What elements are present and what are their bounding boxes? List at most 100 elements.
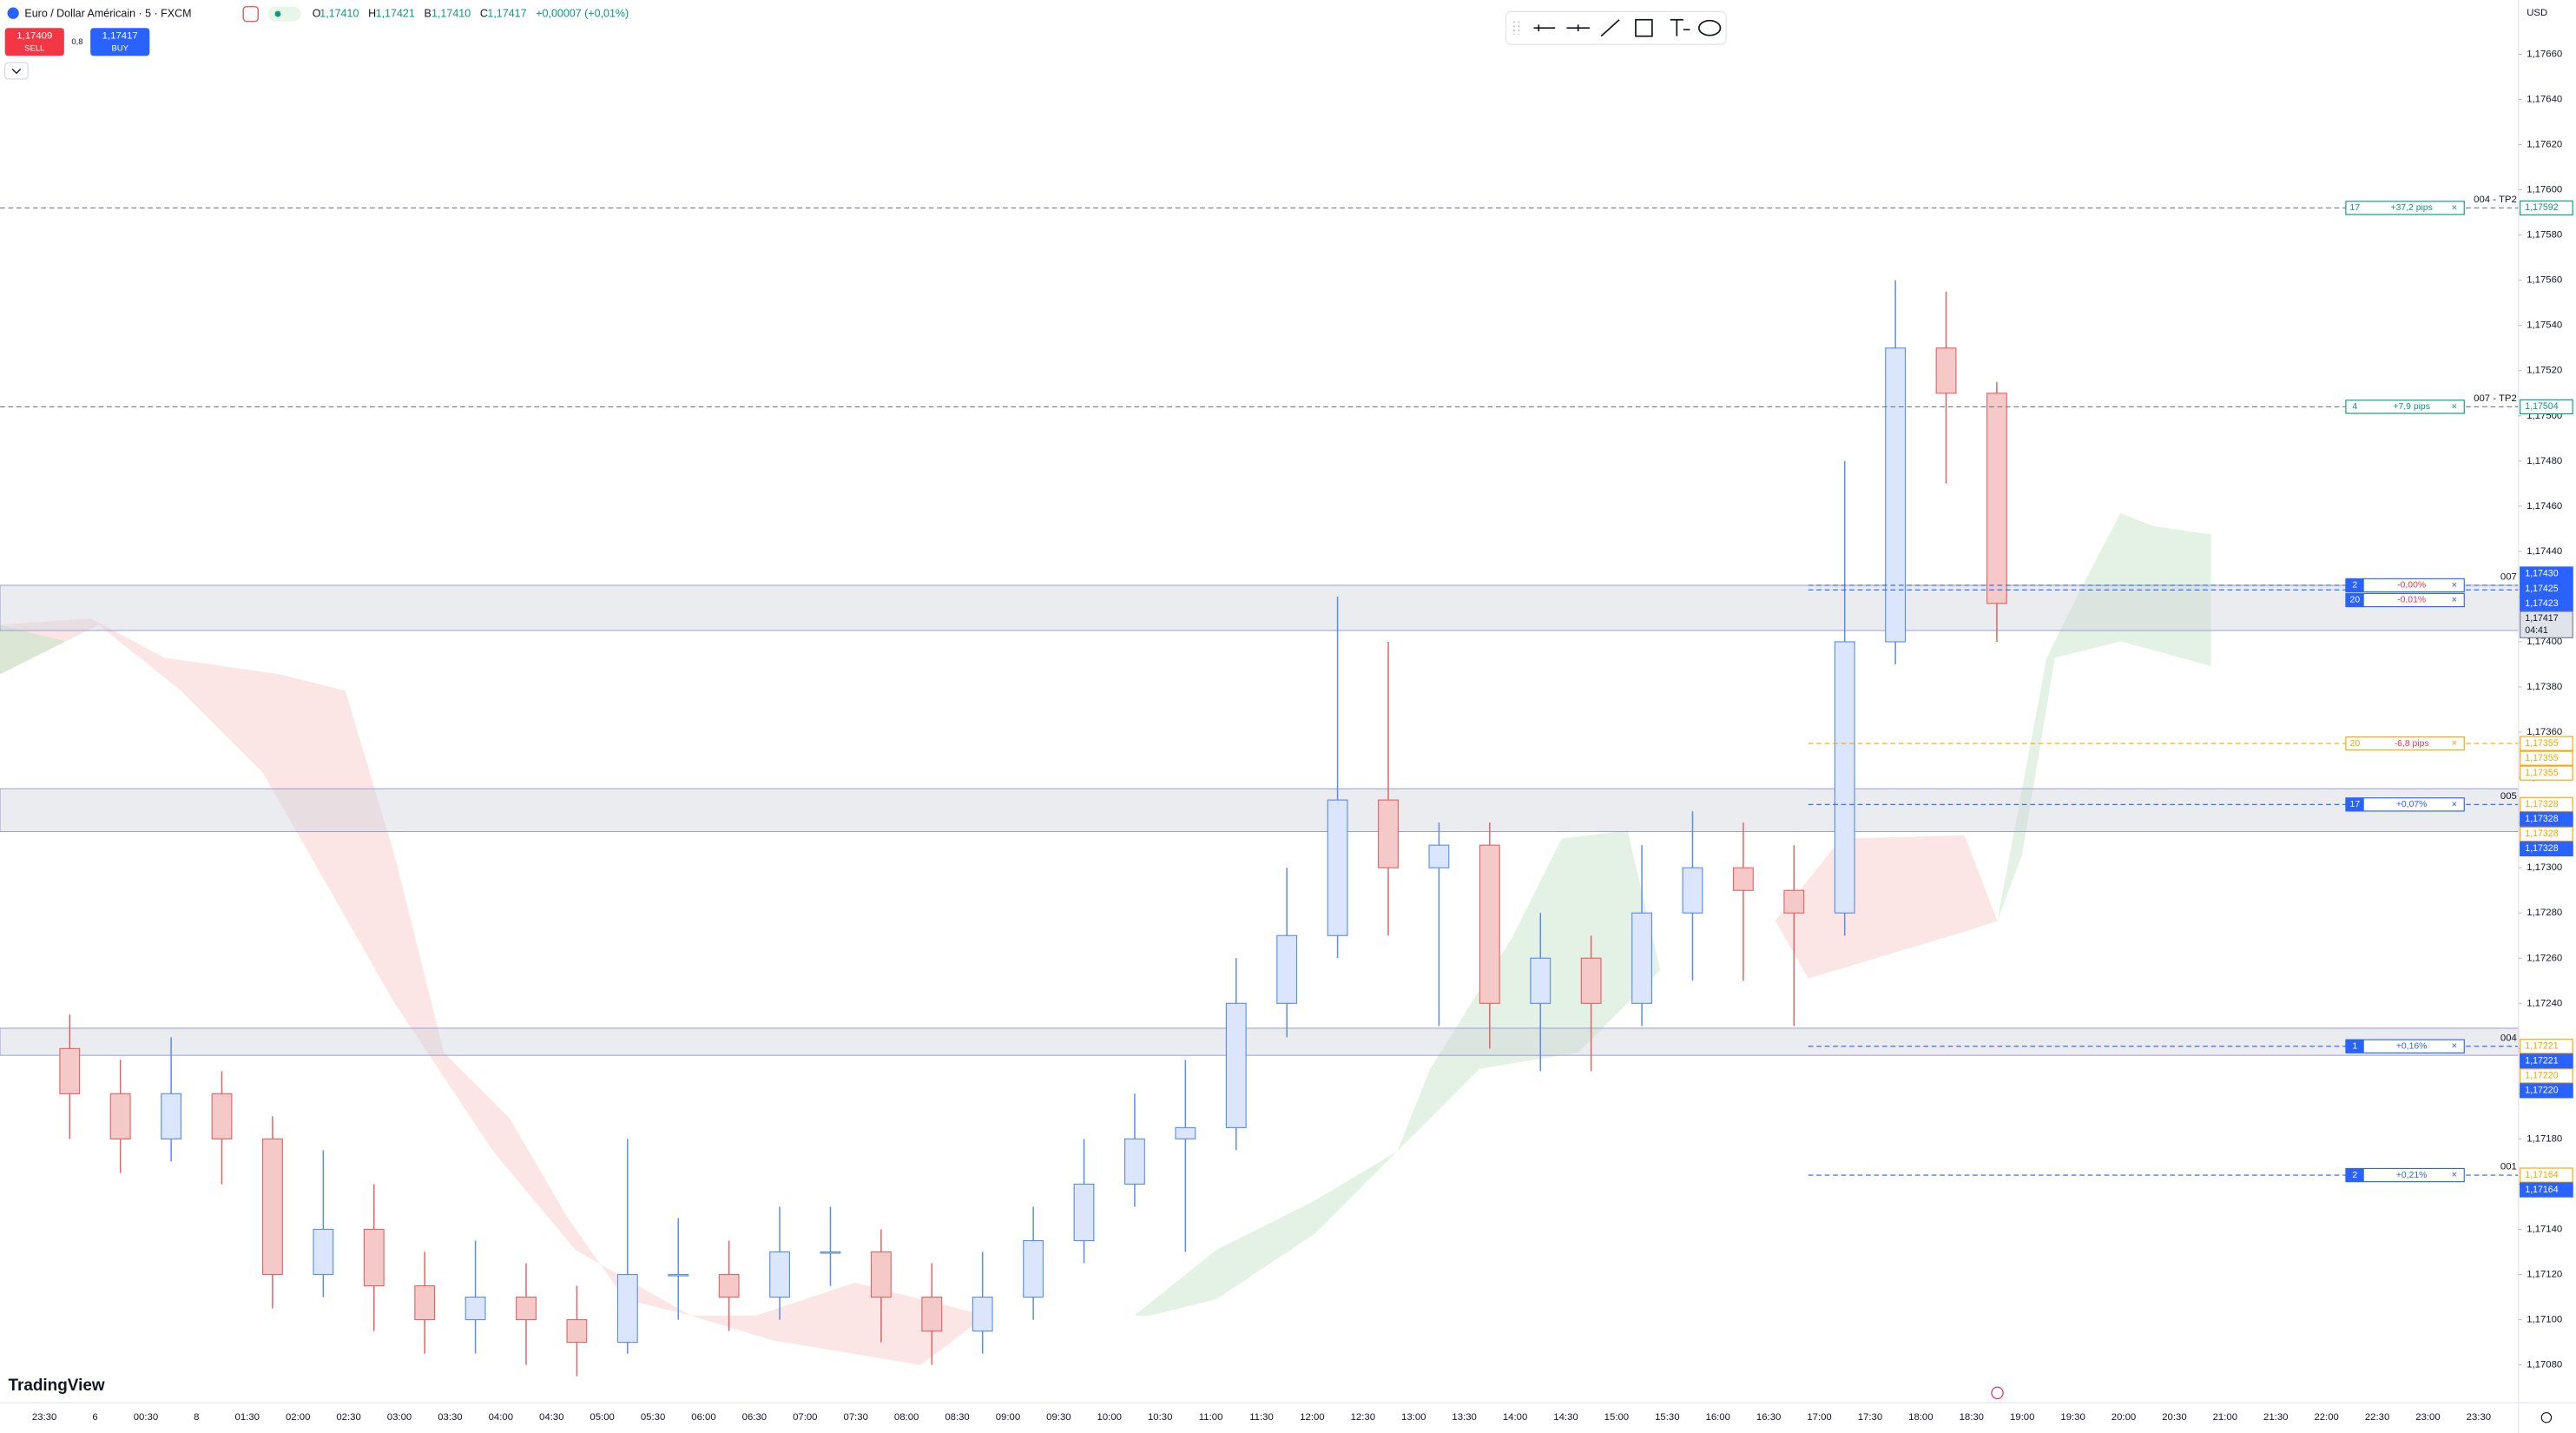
price-tag-label: 1,17355 xyxy=(2525,738,2558,749)
time-tick-label: 19:00 xyxy=(2010,1412,2034,1423)
price-tag xyxy=(2520,581,2573,597)
candle-body xyxy=(1834,641,1855,914)
candle-body xyxy=(1225,1002,1247,1128)
tool-rectangle[interactable] xyxy=(1635,18,1653,37)
candle-body xyxy=(1023,1239,1044,1298)
price-tag xyxy=(2520,611,2573,638)
order-qty: 1 xyxy=(2352,1041,2357,1051)
buy-button[interactable] xyxy=(90,28,150,56)
price-tick-label: 1,17520 xyxy=(2527,366,2562,376)
collapse-button[interactable] xyxy=(4,62,29,80)
order-box[interactable] xyxy=(2345,400,2465,414)
order-pnl: +7,9 pips xyxy=(2393,402,2430,412)
candle-body xyxy=(769,1251,790,1298)
candle-body xyxy=(1175,1126,1196,1139)
sell-price[interactable]: 1,17409 xyxy=(16,31,52,42)
ohlc-change: +0,00007 (+0,01%) xyxy=(536,7,629,19)
order-label: 004 xyxy=(2500,1033,2517,1043)
price-tag xyxy=(2520,1068,2573,1084)
order-qty: 2 xyxy=(2352,581,2357,591)
time-tick-label: 07:00 xyxy=(793,1412,817,1423)
order-close[interactable]: × xyxy=(2452,580,2458,591)
order-label: 004 - TP2 xyxy=(2474,195,2517,205)
candle-body xyxy=(921,1296,943,1332)
plot-area xyxy=(0,207,2520,1377)
order-label: 005 xyxy=(2500,791,2517,802)
candle-body xyxy=(616,1273,638,1344)
candle-body xyxy=(464,1296,486,1321)
price-tag-label: 1,17221 xyxy=(2525,1041,2558,1052)
time-tick-label: 23:00 xyxy=(2415,1412,2440,1423)
price-tag xyxy=(2520,1053,2573,1069)
currency: USD xyxy=(2527,8,2547,18)
price-tag-label: 1,17164 xyxy=(2525,1170,2558,1180)
settings-button[interactable] xyxy=(2540,1411,2553,1423)
ichimoku-cloud-bull xyxy=(1997,512,2211,921)
drawing-toolbar xyxy=(1505,10,1727,45)
time-tick-label: 23:30 xyxy=(32,1412,56,1423)
price-tick-label: 1,17620 xyxy=(2527,140,2562,150)
time-tick-label: 17:00 xyxy=(1807,1412,1831,1423)
time-tick-label: 14:00 xyxy=(1503,1412,1527,1423)
price-tag-label: 1,17221 xyxy=(2525,1056,2558,1066)
buy-price[interactable]: 1,17417 xyxy=(102,31,138,42)
order-close[interactable]: × xyxy=(2452,595,2458,605)
order-qty: 20 xyxy=(2350,739,2361,749)
event-marker[interactable] xyxy=(1991,1386,2004,1399)
order-qty: 17 xyxy=(2350,203,2361,213)
tool-text[interactable] xyxy=(1670,18,1690,36)
candle-body xyxy=(566,1319,588,1344)
candle-body xyxy=(363,1228,385,1287)
sell-label[interactable]: SELL xyxy=(24,43,44,53)
price-tick-label: 1,17580 xyxy=(2527,230,2562,241)
ohlc-key: B xyxy=(425,7,432,19)
tool-horizontal-line[interactable] xyxy=(1566,24,1590,31)
price-tag-label: 1,17355 xyxy=(2525,753,2558,763)
candle-body xyxy=(1428,844,1450,868)
time-tick-label: 04:00 xyxy=(489,1412,513,1423)
order-close[interactable]: × xyxy=(2452,401,2458,412)
price-tag xyxy=(2520,736,2573,751)
time-tick-label: 23:30 xyxy=(2467,1412,2491,1423)
order-close[interactable]: × xyxy=(2452,799,2458,809)
ohlc-key: H xyxy=(368,7,376,19)
tool-horizontal-ray[interactable] xyxy=(1533,24,1556,31)
order-box[interactable] xyxy=(2345,201,2465,215)
order-pnl: +0,07% xyxy=(2396,800,2428,809)
time-tick-label: 8 xyxy=(194,1412,199,1423)
price-tick-label: 1,17360 xyxy=(2527,727,2562,737)
time-tick-label: 12:30 xyxy=(1351,1412,1375,1423)
tool-ellipse[interactable] xyxy=(1698,19,1722,36)
order-box[interactable] xyxy=(2345,736,2465,751)
sell-button[interactable] xyxy=(4,28,64,56)
order-close[interactable]: × xyxy=(2452,202,2458,213)
order-close[interactable]: × xyxy=(2452,1170,2458,1180)
time-tick-label: 02:00 xyxy=(286,1412,310,1423)
time-tick-label: 22:00 xyxy=(2314,1412,2338,1423)
time-tick-label: 03:30 xyxy=(438,1412,462,1423)
order-close[interactable]: × xyxy=(2452,738,2458,749)
ichimoku-cloud-bear xyxy=(1775,835,1998,979)
price-tag-label: 1,17423 xyxy=(2525,598,2558,609)
alert-icon[interactable] xyxy=(242,5,260,23)
price-tick-label: 1,17480 xyxy=(2527,456,2562,466)
time-tick-label: 22:30 xyxy=(2365,1412,2389,1423)
time-tick-label: 11:00 xyxy=(1199,1412,1223,1423)
order-qty-bg xyxy=(2345,797,2364,811)
ohlc-value: 1,17417 xyxy=(487,7,526,19)
order-close[interactable]: × xyxy=(2452,1041,2458,1052)
price-tick-label: 1,17400 xyxy=(2527,637,2562,647)
time-tick-label: 06:00 xyxy=(691,1412,715,1423)
time-tick-label: 09:00 xyxy=(996,1412,1020,1423)
price-tag xyxy=(2520,750,2573,766)
ohlc-value: 1,17410 xyxy=(432,7,471,19)
order-label: 001 xyxy=(2500,1162,2517,1172)
chevron-icon xyxy=(11,69,22,75)
buy-label[interactable]: BUY xyxy=(112,43,129,53)
price-tag-label: 1,17425 xyxy=(2525,584,2558,594)
tool-trend-line[interactable] xyxy=(1600,19,1620,37)
ohlc-value: 1,17421 xyxy=(376,7,415,19)
time-tick-label: 08:00 xyxy=(894,1412,919,1423)
